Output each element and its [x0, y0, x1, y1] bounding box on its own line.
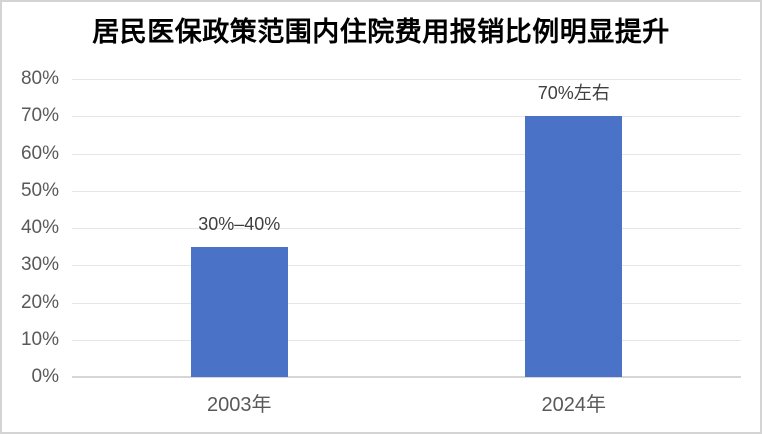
gridline [72, 302, 741, 304]
bar-2024 [525, 116, 623, 377]
y-tick-label: 0% [31, 366, 59, 387]
y-tick-label: 20% [20, 291, 59, 313]
gridline [72, 153, 741, 155]
gridline [72, 190, 741, 192]
y-tick-label: 60% [20, 142, 59, 164]
bar-2003 [190, 246, 288, 377]
bar-data-label-2003: 30%–40% [198, 213, 281, 234]
y-tick-label: 80% [20, 68, 59, 89]
x-axis-line [72, 376, 741, 378]
gridline [72, 339, 741, 341]
x-category-label-2024: 2024年 [541, 394, 607, 416]
chart-title: 居民医保政策范围内住院费用报销比例明显提升 [92, 17, 670, 47]
gridline [72, 116, 741, 118]
x-category-label-2003: 2003年 [207, 394, 272, 416]
y-tick-label: 50% [20, 179, 59, 201]
gridline [72, 79, 741, 80]
y-tick-label: 10% [20, 328, 59, 350]
bar-data-label-2024: 70%左右 [537, 83, 610, 104]
y-tick-label: 70% [20, 105, 59, 127]
gridline [72, 228, 741, 229]
y-tick-label: 30% [20, 254, 59, 276]
gridline [72, 265, 741, 267]
y-tick-label: 40% [20, 217, 59, 238]
